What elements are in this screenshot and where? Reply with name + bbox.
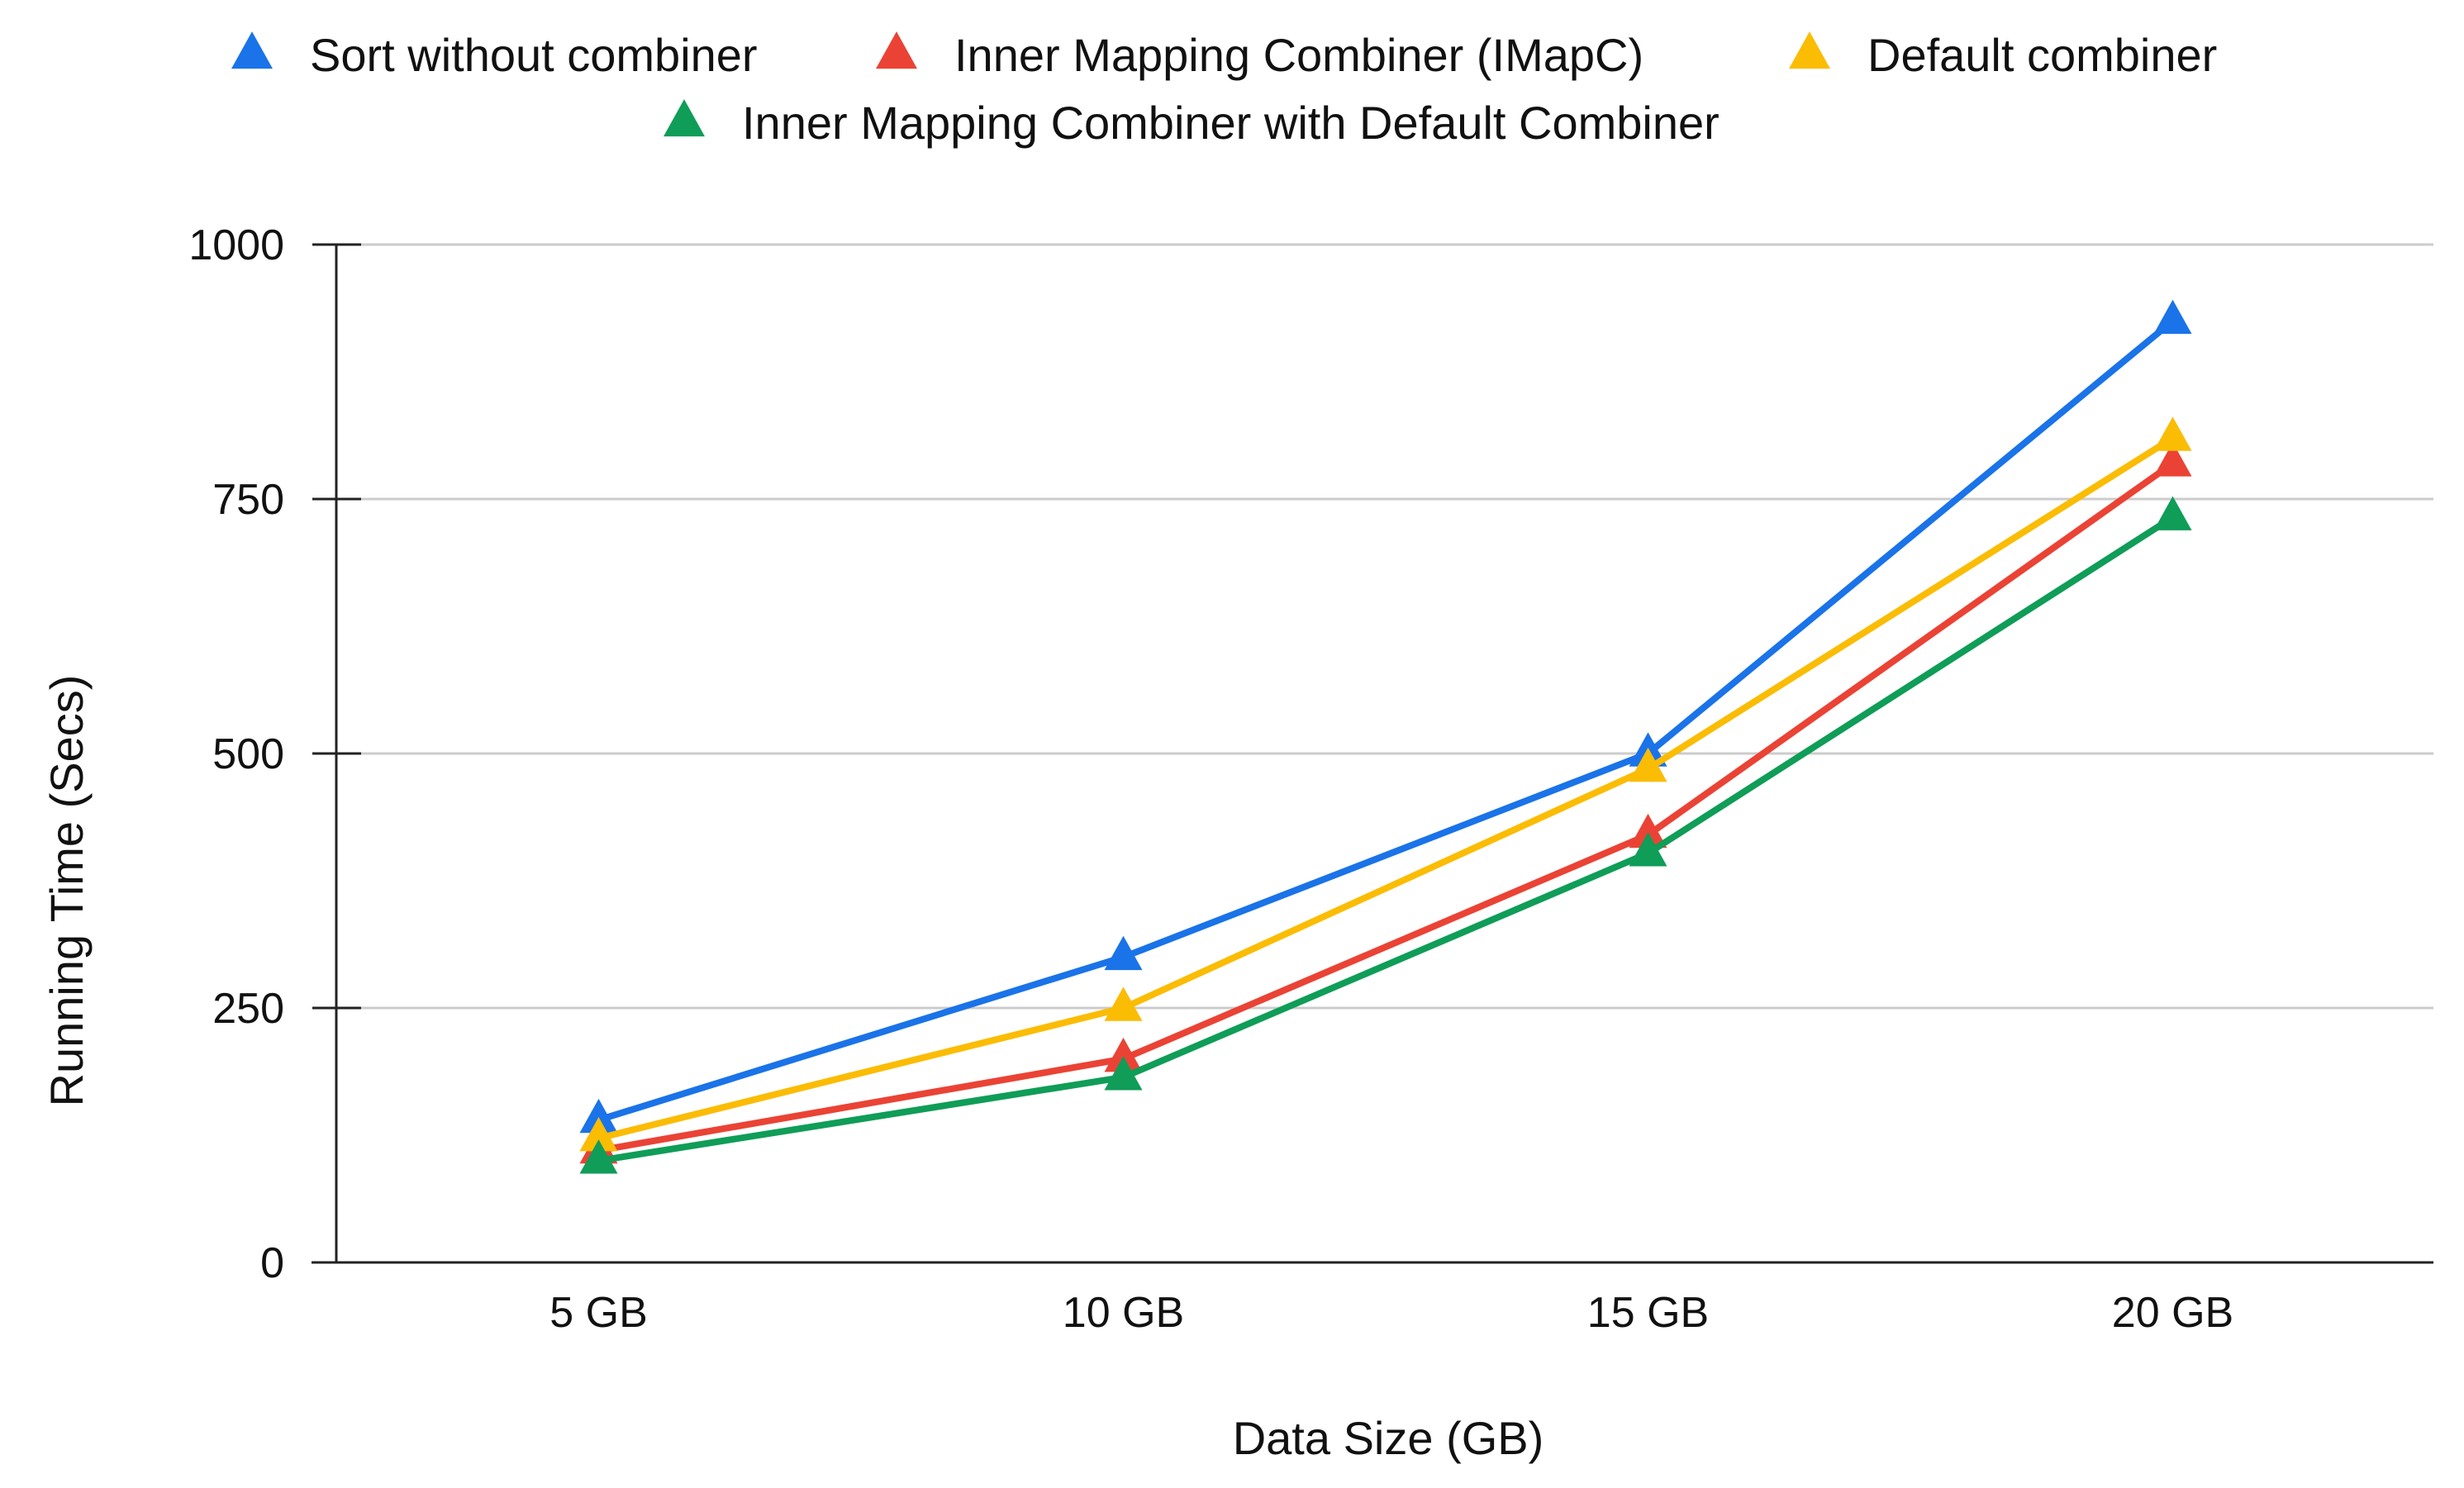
series-line: [595, 514, 2176, 1164]
data-point-marker: [1104, 986, 1143, 1021]
data-point-marker: [1629, 813, 1667, 849]
legend-marker: [664, 99, 705, 137]
series-line: [595, 435, 2176, 1142]
legend-marker: [1789, 31, 1830, 69]
data-point-marker: [1104, 1037, 1143, 1072]
data-point-marker: [579, 1139, 618, 1174]
legend-item: Sort without combiner: [231, 29, 758, 81]
x-axis-title: Data Size (GB): [1233, 1412, 1544, 1464]
data-point-marker: [579, 1098, 618, 1134]
series-1: [579, 442, 2192, 1164]
x-axis-ticks: 5 GB 10 GB 15 GB 20 GB: [549, 1289, 2233, 1337]
legend-marker: [876, 31, 917, 69]
y-tick-label: 0: [260, 1239, 284, 1287]
data-point-marker: [2153, 442, 2192, 477]
data-point-marker: [1104, 1056, 1143, 1091]
data-point-marker: [1629, 747, 1667, 782]
series-line: [595, 317, 2176, 1124]
legend-label: Inner Mapping Combiner (IMapC): [954, 29, 1643, 81]
series-line: [595, 459, 2176, 1154]
series-2: [579, 416, 2192, 1152]
series-3: [579, 496, 2192, 1174]
x-tick-label: 15 GB: [1587, 1289, 1709, 1337]
data-point-marker: [2153, 299, 2192, 335]
series-0: [579, 299, 2192, 1134]
data-point-marker: [1629, 832, 1667, 867]
legend-label: Inner Mapping Combiner with Default Comb…: [742, 97, 1720, 149]
data-point-marker: [2153, 416, 2192, 451]
y-axis-title: Running Time (Secs): [40, 675, 93, 1107]
legend-item: Inner Mapping Combiner with Default Comb…: [664, 97, 1720, 149]
legend-item: Default combiner: [1789, 29, 2217, 81]
data-point-marker: [579, 1117, 618, 1152]
data-point-marker: [2153, 496, 2192, 530]
y-axis-ticks: 0 250 500 750 1000: [188, 221, 361, 1287]
x-tick-label: 20 GB: [2112, 1289, 2233, 1337]
legend-item: Inner Mapping Combiner (IMapC): [876, 29, 1643, 81]
y-tick-label: 1000: [188, 221, 284, 269]
legend-label: Sort without combiner: [310, 29, 758, 81]
series-layer: [579, 299, 2192, 1174]
x-tick-label: 5 GB: [549, 1289, 648, 1337]
y-tick-label: 250: [212, 985, 284, 1033]
x-tick-label: 10 GB: [1063, 1289, 1184, 1337]
legend-label: Default combiner: [1867, 29, 2217, 81]
y-tick-label: 500: [212, 730, 284, 778]
data-point-marker: [1104, 935, 1143, 971]
legend-marker: [231, 31, 273, 69]
legend: Sort without combiner Inner Mapping Combi…: [231, 29, 2217, 149]
y-tick-label: 750: [212, 476, 284, 524]
gridlines: [336, 243, 2433, 1010]
